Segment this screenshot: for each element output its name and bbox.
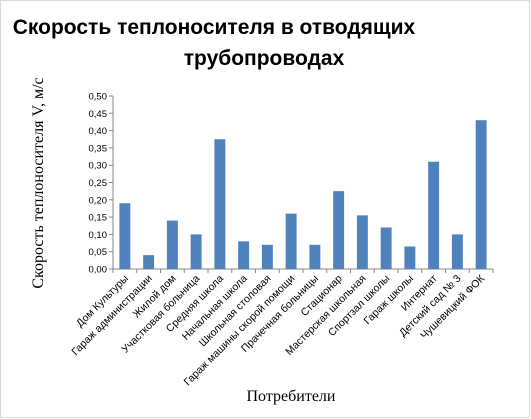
y-tick-label: 0,15 (89, 213, 108, 224)
bar (451, 234, 463, 269)
bars (119, 120, 487, 269)
bar (261, 244, 273, 269)
y-tick-label: 0,35 (89, 143, 108, 154)
y-tick-label: 0,10 (89, 230, 108, 241)
bar (214, 139, 226, 269)
bar (309, 244, 321, 269)
bar (380, 227, 392, 269)
y-tick-label: 0,50 (89, 92, 108, 103)
bar (285, 213, 297, 269)
bar (404, 246, 416, 269)
chart-title-line-1: Скорость теплоносителя в отводящих (13, 16, 416, 39)
chart-title-line-2: трубопроводах (184, 47, 345, 70)
bar (475, 120, 487, 269)
y-tick-label: 0,40 (89, 126, 108, 137)
bar (356, 215, 368, 269)
bar (190, 234, 202, 269)
y-tick-label: 0,25 (89, 178, 108, 189)
x-axis-title: Потребители (247, 388, 336, 405)
y-tick-label: 0,45 (89, 109, 108, 120)
bar (238, 241, 250, 269)
y-axis-title: Скорость теплоносителя V, м/с (30, 77, 47, 288)
y-tick-label: 0,30 (89, 161, 108, 172)
bar (166, 220, 178, 269)
bar (119, 203, 131, 269)
bar (143, 255, 155, 269)
y-tick-label: 0,05 (89, 247, 108, 258)
bar (333, 191, 345, 269)
y-tick-label: 0,20 (89, 195, 108, 206)
y-tick-labels: 0,00 0,05 0,10 0,15 0,20 0,25 0,30 0,35 0,40 0,45… (89, 92, 108, 276)
bar (428, 161, 440, 269)
y-tick-label: 0,00 (89, 265, 108, 276)
